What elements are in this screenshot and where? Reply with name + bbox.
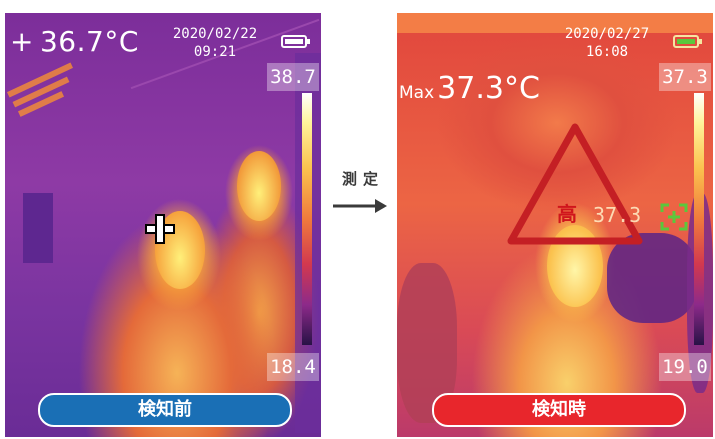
battery-charging-icon: [673, 35, 702, 48]
date-label: 2020/02/27: [564, 26, 650, 42]
spot-temperature-value: 36.7°C: [39, 25, 139, 58]
person-head-silhouette: [237, 151, 281, 221]
date-time: 2020/02/22 09:21: [169, 25, 261, 61]
focus-bracket-icon: [660, 203, 688, 231]
door-silhouette: [23, 193, 53, 263]
scale-max-value: 37.3: [659, 63, 711, 91]
scale-max-value: 38.7: [267, 63, 319, 91]
scale-min-value: 18.4: [267, 353, 319, 381]
alert-high-label: 高: [557, 202, 577, 226]
scale-min-value: 19.0: [659, 353, 711, 381]
color-scale-bar: [302, 93, 312, 345]
spot-temperature-readout: +36.7°C: [10, 25, 139, 58]
spot-marker-icon: +: [10, 25, 34, 58]
top-band: [397, 13, 713, 33]
crosshair-icon: [145, 214, 175, 244]
max-temperature-readout: Max 37.3°C: [399, 71, 540, 106]
time-label: 09:21: [193, 44, 237, 60]
battery-full-icon: [281, 35, 310, 48]
measure-label: 測定: [341, 170, 384, 188]
time-label: 16:08: [585, 44, 629, 60]
thermal-screen-before: +36.7°C 2020/02/22 09:21 38.7 18.4: [5, 13, 321, 437]
max-temperature-value: 37.3°C: [437, 71, 540, 106]
status-before-button: 検知前: [38, 393, 292, 427]
date-time: 2020/02/27 16:08: [561, 25, 653, 61]
arrow-right-icon: [333, 199, 387, 213]
alert-triangle-icon: [507, 123, 643, 245]
max-prefix-label: Max: [399, 83, 435, 103]
background-object: [607, 233, 697, 323]
color-scale-bar: [694, 93, 704, 345]
thermal-screen-detected: Max 37.3°C 2020/02/27 16:08 37.3 19.0 高 3…: [397, 13, 713, 437]
date-label: 2020/02/22: [172, 26, 258, 42]
alert-temperature-value: 37.3: [593, 203, 642, 227]
status-detected-button: 検知時: [432, 393, 686, 427]
